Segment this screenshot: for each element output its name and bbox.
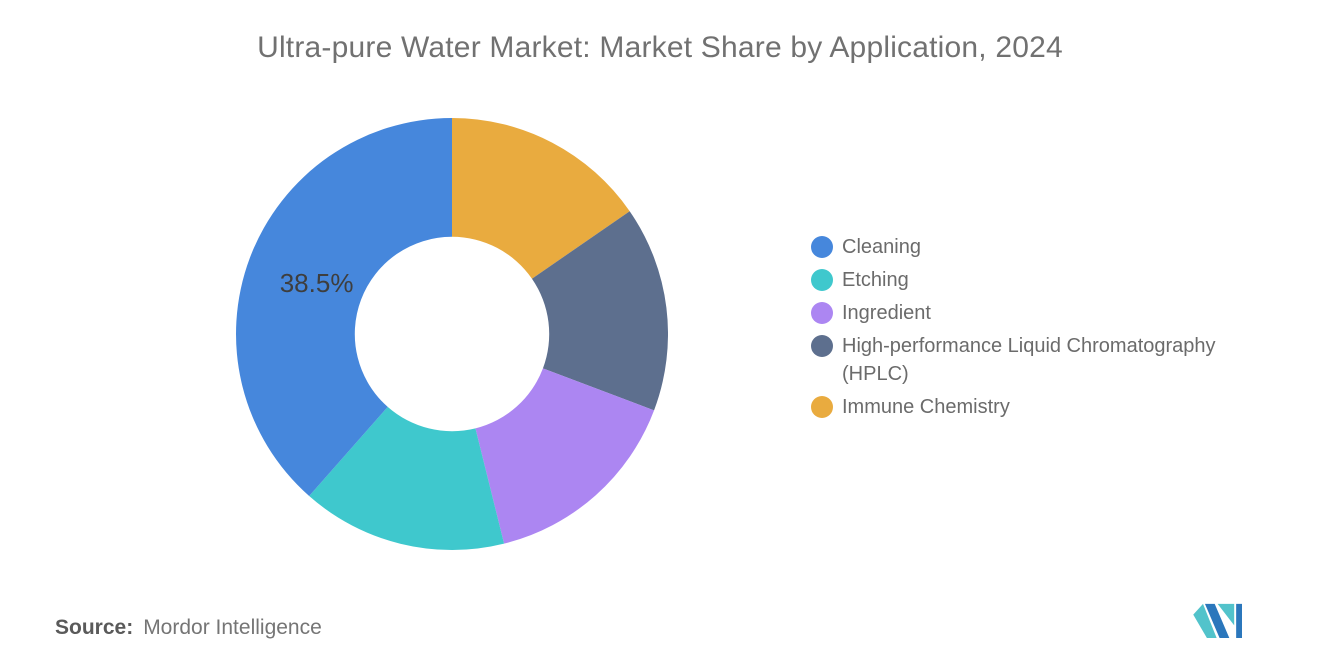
chart-legend: Cleaning Etching Ingredient High-performanc… — [811, 233, 1291, 426]
legend-swatch-icon — [811, 335, 833, 357]
chart-title: Ultra-pure Water Market: Market Share by… — [257, 31, 1063, 64]
source-line: Source: Mordor Intelligence — [55, 616, 322, 640]
legend-label: Ingredient — [842, 302, 931, 324]
slice-data-label: 38.5% — [280, 268, 354, 298]
donut-chart: 38.5% — [236, 118, 668, 550]
legend-label: Cleaning — [842, 236, 921, 258]
legend-item-high-performance-liquid-chromatography-hplc[interactable]: High-performance Liquid Chromatography (… — [811, 332, 1291, 388]
logo-shape-teal-left — [1193, 603, 1217, 638]
legend-item-ingredient[interactable]: Ingredient — [811, 299, 1291, 327]
donut-slice-ingredient[interactable] — [475, 368, 655, 544]
logo-shape-blue-right — [1236, 603, 1242, 638]
legend-item-cleaning[interactable]: Cleaning — [811, 233, 1291, 261]
legend-swatch-icon — [811, 269, 833, 291]
donut-slice-cleaning[interactable] — [236, 118, 452, 497]
legend-item-immune-chemistry[interactable]: Immune Chemistry — [811, 393, 1291, 421]
donut-slice-etching[interactable] — [309, 406, 505, 550]
legend-label: Immune Chemistry — [842, 396, 1010, 418]
mordor-intelligence-logo — [1193, 603, 1242, 638]
legend-label: High-performance Liquid Chromatography (… — [842, 335, 1216, 385]
donut-slice-immune-chemistry[interactable] — [452, 118, 630, 279]
logo-shape-blue-mid — [1204, 603, 1230, 638]
legend-swatch-icon — [811, 396, 833, 418]
source-label: Source: — [55, 616, 134, 639]
legend-swatch-icon — [811, 236, 833, 258]
logo-shape-teal-right — [1217, 603, 1235, 626]
legend-swatch-icon — [811, 302, 833, 324]
legend-label: Etching — [842, 269, 909, 291]
donut-slice-high-performance-liquid-chromatography-hplc[interactable] — [531, 211, 668, 411]
source-value: Mordor Intelligence — [143, 616, 322, 639]
legend-item-etching[interactable]: Etching — [811, 266, 1291, 294]
